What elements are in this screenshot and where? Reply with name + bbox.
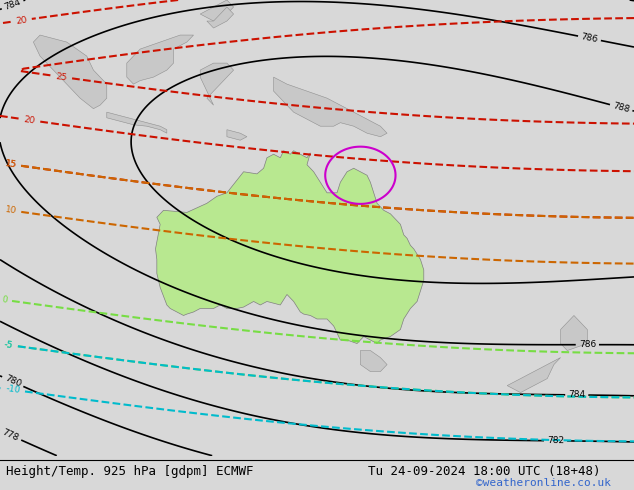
Polygon shape	[200, 63, 233, 105]
Text: 0: 0	[1, 295, 8, 305]
Text: Height/Temp. 925 hPa [gdpm] ECMWF: Height/Temp. 925 hPa [gdpm] ECMWF	[6, 465, 254, 478]
Text: -5: -5	[3, 340, 13, 350]
Text: 15: 15	[4, 159, 17, 170]
Polygon shape	[34, 35, 107, 109]
Text: ©weatheronline.co.uk: ©weatheronline.co.uk	[476, 478, 611, 488]
Polygon shape	[155, 151, 424, 343]
Polygon shape	[127, 35, 193, 84]
Polygon shape	[107, 112, 167, 133]
Text: 780: 780	[3, 374, 22, 390]
Text: 10: 10	[4, 205, 17, 216]
Text: 786: 786	[580, 32, 598, 45]
Text: 25: 25	[55, 72, 68, 82]
Polygon shape	[360, 350, 387, 371]
Polygon shape	[207, 7, 233, 28]
Text: 20: 20	[23, 115, 36, 125]
Text: 786: 786	[579, 340, 596, 349]
Text: 788: 788	[612, 101, 631, 114]
Polygon shape	[227, 130, 247, 140]
Text: -5: -5	[3, 340, 13, 350]
Text: 15: 15	[4, 159, 17, 170]
Text: Tu 24-09-2024 18:00 UTC (18+48): Tu 24-09-2024 18:00 UTC (18+48)	[368, 465, 600, 478]
Text: 782: 782	[547, 436, 564, 445]
Text: -10: -10	[5, 384, 21, 395]
Polygon shape	[560, 316, 587, 350]
Polygon shape	[274, 77, 387, 137]
Text: 778: 778	[1, 428, 20, 443]
Polygon shape	[507, 358, 560, 392]
Text: 784: 784	[3, 0, 22, 12]
Polygon shape	[200, 0, 233, 21]
Text: 784: 784	[568, 391, 585, 399]
Text: 20: 20	[15, 15, 27, 25]
